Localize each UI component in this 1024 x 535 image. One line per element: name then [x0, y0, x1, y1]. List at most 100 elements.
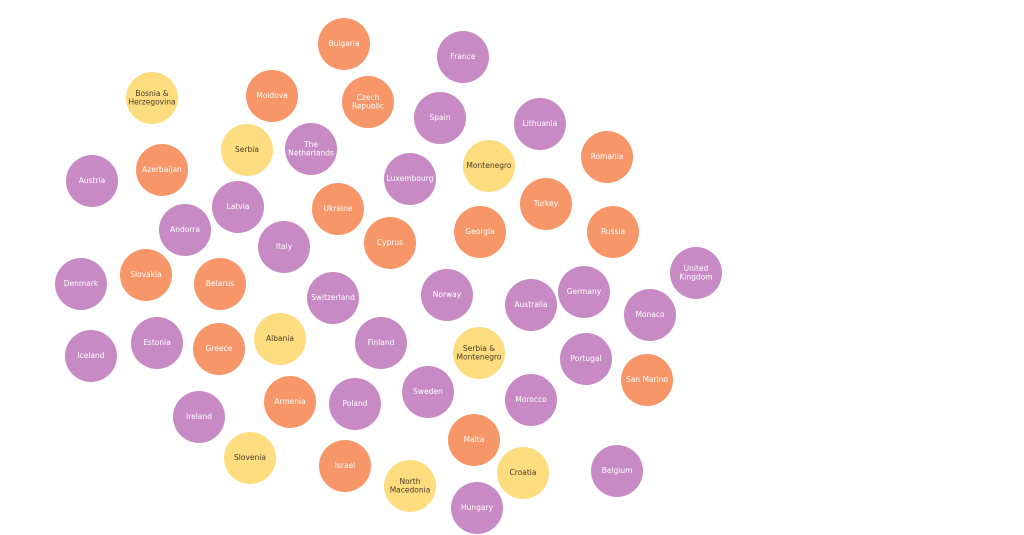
bubble-portugal[interactable]: Portugal — [560, 333, 612, 385]
bubble-circle-albania[interactable] — [254, 313, 306, 365]
bubble-circle-luxembourg[interactable] — [384, 153, 436, 205]
bubble-albania[interactable]: Albania — [254, 313, 306, 365]
bubble-bosnia-and-herzegovina[interactable]: Bosnia & Herzegovina — [126, 72, 178, 124]
bubble-poland[interactable]: Poland — [329, 378, 381, 430]
bubble-circle-switzerland[interactable] — [307, 272, 359, 324]
bubble-circle-denmark[interactable] — [55, 258, 107, 310]
bubble-north-macedonia[interactable]: North Macedonia — [384, 460, 436, 512]
bubble-the-netherlands[interactable]: The Netherlands — [285, 123, 337, 175]
bubble-hungary[interactable]: Hungary — [451, 482, 503, 534]
bubble-circle-montenegro[interactable] — [463, 140, 515, 192]
bubble-circle-bulgaria[interactable] — [318, 18, 370, 70]
bubble-circle-armenia[interactable] — [264, 376, 316, 428]
bubble-austria[interactable]: Austria — [66, 155, 118, 207]
bubble-circle-czech-republic[interactable] — [342, 76, 394, 128]
bubble-estonia[interactable]: Estonia — [131, 317, 183, 369]
bubble-circle-latvia[interactable] — [212, 181, 264, 233]
bubble-belarus[interactable]: Belarus — [194, 258, 246, 310]
bubble-france[interactable]: France — [437, 31, 489, 83]
bubble-circle-ukraine[interactable] — [312, 183, 364, 235]
bubble-circle-estonia[interactable] — [131, 317, 183, 369]
bubble-luxembourg[interactable]: Luxembourg — [384, 153, 436, 205]
bubble-circle-united-kingdom[interactable] — [670, 247, 722, 299]
bubble-cyprus[interactable]: Cyprus — [364, 217, 416, 269]
bubble-italy[interactable]: Italy — [258, 221, 310, 273]
bubble-san-marino[interactable]: San Marino — [621, 354, 673, 406]
bubble-greece[interactable]: Greece — [193, 323, 245, 375]
bubble-lithuania[interactable]: Lithuania — [514, 98, 566, 150]
bubble-finland[interactable]: Finland — [355, 317, 407, 369]
bubble-andorra[interactable]: Andorra — [159, 204, 211, 256]
bubble-united-kingdom[interactable]: United Kingdom — [670, 247, 722, 299]
bubble-switzerland[interactable]: Switzerland — [307, 272, 359, 324]
bubble-spain[interactable]: Spain — [414, 92, 466, 144]
bubble-circle-austria[interactable] — [66, 155, 118, 207]
bubble-circle-australia[interactable] — [505, 279, 557, 331]
bubble-circle-monaco[interactable] — [624, 289, 676, 341]
bubble-circle-norway[interactable] — [421, 269, 473, 321]
bubble-circle-belarus[interactable] — [194, 258, 246, 310]
bubble-ukraine[interactable]: Ukraine — [312, 183, 364, 235]
bubble-circle-russia[interactable] — [587, 206, 639, 258]
bubble-slovakia[interactable]: Slovakia — [120, 249, 172, 301]
bubble-circle-moldova[interactable] — [246, 70, 298, 122]
bubble-circle-the-netherlands[interactable] — [285, 123, 337, 175]
bubble-georgia[interactable]: Georgia — [454, 206, 506, 258]
bubble-circle-france[interactable] — [437, 31, 489, 83]
bubble-circle-sweden[interactable] — [402, 366, 454, 418]
bubble-serbia-and-montenegro[interactable]: Serbia & Montenegro — [453, 327, 505, 379]
bubble-monaco[interactable]: Monaco — [624, 289, 676, 341]
bubble-circle-iceland[interactable] — [65, 330, 117, 382]
bubble-circle-croatia[interactable] — [497, 447, 549, 499]
bubble-malta[interactable]: Malta — [448, 414, 500, 466]
bubble-circle-slovenia[interactable] — [224, 432, 276, 484]
bubble-circle-spain[interactable] — [414, 92, 466, 144]
bubble-germany[interactable]: Germany — [558, 266, 610, 318]
bubble-croatia[interactable]: Croatia — [497, 447, 549, 499]
bubble-circle-belgium[interactable] — [591, 445, 643, 497]
bubble-circle-turkey[interactable] — [520, 178, 572, 230]
bubble-slovenia[interactable]: Slovenia — [224, 432, 276, 484]
bubble-israel[interactable]: Israel — [319, 440, 371, 492]
bubble-circle-italy[interactable] — [258, 221, 310, 273]
bubble-circle-poland[interactable] — [329, 378, 381, 430]
bubble-bulgaria[interactable]: Bulgaria — [318, 18, 370, 70]
bubble-circle-romania[interactable] — [581, 131, 633, 183]
bubble-azerbaijan[interactable]: Azerbaijan — [136, 144, 188, 196]
bubble-belgium[interactable]: Belgium — [591, 445, 643, 497]
bubble-circle-georgia[interactable] — [454, 206, 506, 258]
bubble-circle-cyprus[interactable] — [364, 217, 416, 269]
bubble-czech-republic[interactable]: Czech Republic — [342, 76, 394, 128]
bubble-circle-israel[interactable] — [319, 440, 371, 492]
bubble-circle-lithuania[interactable] — [514, 98, 566, 150]
bubble-circle-hungary[interactable] — [451, 482, 503, 534]
bubble-circle-serbia[interactable] — [221, 124, 273, 176]
bubble-denmark[interactable]: Denmark — [55, 258, 107, 310]
bubble-circle-portugal[interactable] — [560, 333, 612, 385]
bubble-circle-morocco[interactable] — [505, 374, 557, 426]
bubble-circle-germany[interactable] — [558, 266, 610, 318]
bubble-circle-azerbaijan[interactable] — [136, 144, 188, 196]
bubble-circle-north-macedonia[interactable] — [384, 460, 436, 512]
bubble-morocco[interactable]: Morocco — [505, 374, 557, 426]
bubble-montenegro[interactable]: Montenegro — [463, 140, 515, 192]
bubble-circle-san-marino[interactable] — [621, 354, 673, 406]
bubble-circle-malta[interactable] — [448, 414, 500, 466]
bubble-circle-andorra[interactable] — [159, 204, 211, 256]
bubble-circle-finland[interactable] — [355, 317, 407, 369]
bubble-australia[interactable]: Australia — [505, 279, 557, 331]
bubble-serbia[interactable]: Serbia — [221, 124, 273, 176]
bubble-turkey[interactable]: Turkey — [520, 178, 572, 230]
bubble-armenia[interactable]: Armenia — [264, 376, 316, 428]
bubble-russia[interactable]: Russia — [587, 206, 639, 258]
bubble-moldova[interactable]: Moldova — [246, 70, 298, 122]
bubble-circle-bosnia-and-herzegovina[interactable] — [126, 72, 178, 124]
bubble-ireland[interactable]: Ireland — [173, 391, 225, 443]
bubble-circle-greece[interactable] — [193, 323, 245, 375]
bubble-circle-slovakia[interactable] — [120, 249, 172, 301]
bubble-norway[interactable]: Norway — [421, 269, 473, 321]
bubble-circle-serbia-and-montenegro[interactable] — [453, 327, 505, 379]
bubble-latvia[interactable]: Latvia — [212, 181, 264, 233]
bubble-romania[interactable]: Romania — [581, 131, 633, 183]
bubble-sweden[interactable]: Sweden — [402, 366, 454, 418]
